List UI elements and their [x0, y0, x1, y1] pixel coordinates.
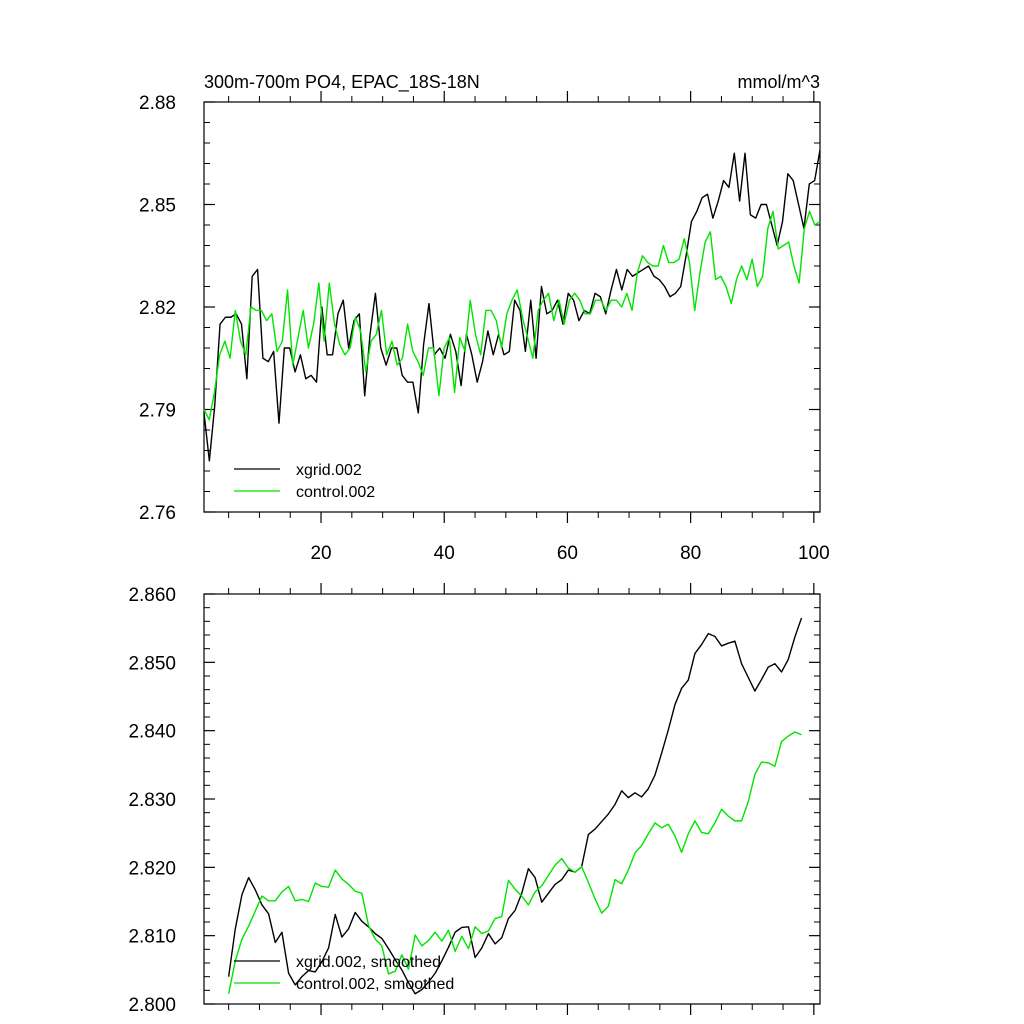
bottom-y-tick-label: 2.840	[128, 722, 176, 743]
bottom-y-axis: 2.800 2.810 2.820 2.830 2.840 2.850 2.860	[128, 585, 820, 1016]
top-x-tick-label: 60	[557, 543, 578, 564]
bottom-y-tick-label: 2.850	[128, 653, 176, 674]
top-y-axis: 2.76 2.79 2.82 2.85 2.88	[139, 93, 820, 524]
top-legend-label-xgrid: xgrid.002	[296, 462, 362, 479]
bottom-legend: xgrid.002, smoothed control.002, smoothe…	[234, 954, 454, 993]
top-legend-label-control: control.002	[296, 484, 375, 501]
top-x-tick-label: 80	[680, 543, 701, 564]
top-legend: xgrid.002 control.002	[234, 462, 375, 501]
bottom-panel: 2.800 2.810 2.820 2.830 2.840 2.850 2.860 xgri…	[128, 583, 821, 1016]
top-plot-frame	[203, 101, 821, 513]
top-x-axis: 20 40 60 80 100	[228, 91, 830, 564]
top-chart-title: 300m-700m PO4, EPAC_18S-18N	[204, 72, 480, 93]
top-series-line-xgrid	[203, 149, 821, 462]
top-y-tick-label: 2.85	[139, 196, 176, 217]
top-y-tick-label: 2.88	[139, 93, 176, 114]
top-series-line-control	[203, 210, 821, 421]
top-chart-units: mmol/m^3	[738, 72, 820, 92]
bottom-plot-frame	[203, 593, 821, 1005]
bottom-series-line-xgrid	[227, 617, 803, 995]
bottom-legend-label-xgrid: xgrid.002, smoothed	[296, 954, 441, 971]
top-series-group	[203, 149, 821, 462]
top-panel: 300m-700m PO4, EPAC_18S-18N mmol/m^3 2.7…	[139, 72, 830, 564]
bottom-series-group	[227, 617, 803, 995]
bottom-series-line-control	[227, 731, 802, 994]
top-x-tick-label: 100	[798, 543, 830, 564]
top-y-tick-label: 2.76	[139, 503, 176, 524]
top-y-tick-label: 2.79	[139, 401, 176, 422]
bottom-y-tick-label: 2.800	[128, 995, 176, 1016]
bottom-y-tick-label: 2.860	[128, 585, 176, 606]
bottom-legend-label-control: control.002, smoothed	[296, 976, 454, 993]
top-x-tick-label: 40	[434, 543, 455, 564]
bottom-y-tick-label: 2.820	[128, 858, 176, 879]
top-x-tick-label: 20	[310, 543, 331, 564]
bottom-x-axis	[228, 583, 815, 1015]
bottom-y-tick-label: 2.830	[128, 790, 176, 811]
top-y-tick-label: 2.82	[139, 298, 176, 319]
bottom-y-tick-label: 2.810	[128, 927, 176, 948]
